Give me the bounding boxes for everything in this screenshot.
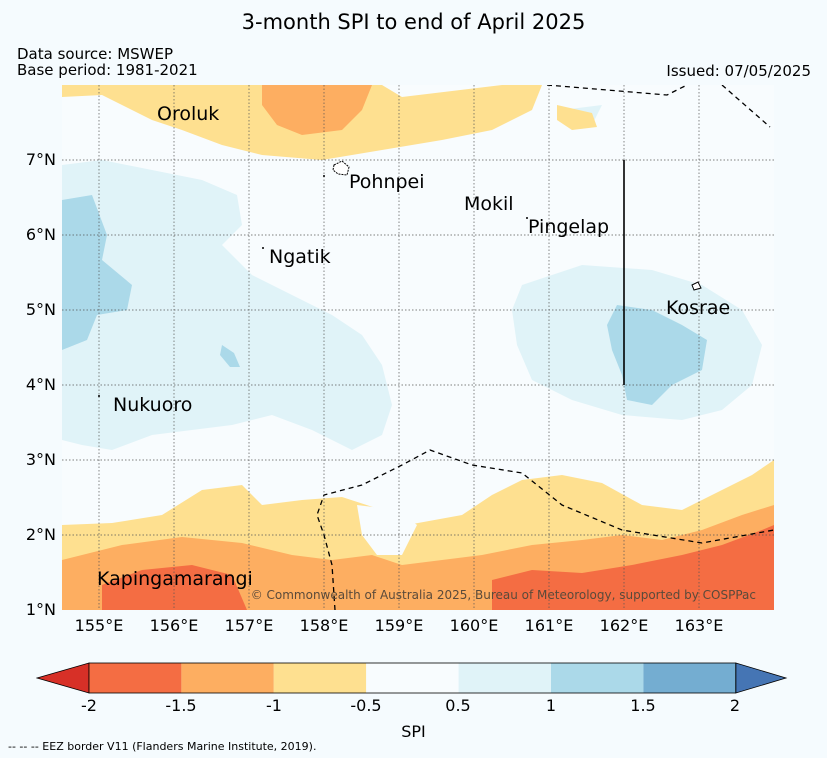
pohnpei-island — [332, 160, 350, 176]
place-label-nukuoro: Nukuoro — [113, 394, 193, 416]
spi-patch-blue-small — [220, 345, 240, 367]
spi-band-light-blue-west — [62, 160, 392, 450]
colorbar-tick-minus-0-5: -0.5 — [350, 696, 382, 715]
colorbar-tick-1-5: 1.5 — [630, 696, 656, 715]
lat-label-7n: 7°N — [25, 150, 56, 169]
lat-label-2n: 2°N — [25, 525, 56, 544]
place-label-mokil: Mokil — [464, 193, 514, 215]
spi-band-white-south — [357, 505, 417, 555]
lon-label-156e: 156°E — [149, 616, 199, 635]
colorbar-segment-2 — [181, 663, 274, 693]
ant-atoll-dot — [323, 175, 325, 177]
place-label-oroluk: Oroluk — [157, 103, 220, 125]
spi-patch-blue-west — [62, 195, 132, 350]
base-period: Base period: 1981-2021 — [17, 61, 198, 79]
colorbar-tick-1: 1 — [545, 696, 557, 715]
lat-label-3n: 3°N — [25, 450, 56, 469]
ngatik-dot — [262, 247, 264, 249]
colorbar-segment-7 — [643, 663, 736, 693]
colorbar-segment-4 — [366, 663, 459, 693]
eez-border — [316, 85, 774, 610]
colorbar-segment-over — [735, 662, 788, 694]
lat-label-4n: 4°N — [25, 375, 56, 394]
spi-map: Oroluk Pohnpei Mokil Pingelap Ngatik Kos… — [62, 85, 774, 610]
spi-patch-blue-east — [607, 305, 707, 405]
nukuoro-dot — [98, 395, 100, 397]
data-source: Data source: MSWEP — [17, 45, 174, 63]
colorbar-segment-3 — [273, 663, 367, 693]
colorbar-segment-5 — [458, 663, 551, 693]
lon-label-162e: 162°E — [599, 616, 649, 635]
lat-label-6n: 6°N — [25, 225, 56, 244]
colorbar-tick-minus-2: -2 — [81, 696, 97, 715]
pingelap-dot — [526, 217, 528, 219]
colorbar-tick-minus-1-5: -1.5 — [165, 696, 197, 715]
colorbar-segment-1 — [89, 663, 182, 693]
colorbar-tick-0-5: 0.5 — [445, 696, 471, 715]
spi-colorbar — [36, 662, 788, 694]
place-label-pingelap: Pingelap — [528, 216, 610, 238]
colorbar-segment-under — [36, 662, 90, 694]
lon-label-157e: 157°E — [224, 616, 274, 635]
spi-band-red-orange-southeast — [492, 525, 774, 610]
lon-label-158e: 158°E — [299, 616, 349, 635]
map-title: 3-month SPI to end of April 2025 — [241, 10, 586, 34]
spi-band-red-orange-south — [102, 565, 247, 610]
lon-label-159e: 159°E — [374, 616, 424, 635]
eez-legend-note: -- -- -- EEZ border V11 (Flanders Marine… — [8, 740, 317, 753]
place-label-pohnpei: Pohnpei — [349, 171, 425, 193]
place-label-kapingamarangi: Kapingamarangi — [97, 568, 253, 590]
place-label-kosrae: Kosrae — [666, 297, 731, 319]
spi-field — [62, 85, 774, 610]
colorbar-label: SPI — [401, 722, 426, 741]
lat-label-1n: 1°N — [25, 600, 56, 619]
issued-date: Issued: 07/05/2025 — [666, 62, 811, 80]
spi-band-orange-north — [262, 85, 372, 135]
colorbar-segment-6 — [551, 663, 644, 693]
colorbar-tick-2: 2 — [729, 696, 741, 715]
copyright-notice: © Commonwealth of Australia 2025, Bureau… — [250, 588, 756, 602]
lon-label-160e: 160°E — [449, 616, 499, 635]
kosrae-island — [691, 281, 702, 291]
data-source-block: Data source: MSWEP Base period: 1981-202… — [17, 46, 198, 78]
place-label-ngatik: Ngatik — [269, 246, 331, 268]
lat-label-5n: 5°N — [25, 300, 56, 319]
lon-label-163e: 163°E — [674, 616, 724, 635]
spi-patch-yellow-northeast — [557, 105, 597, 130]
lon-label-161e: 161°E — [524, 616, 574, 635]
lon-label-155e: 155°E — [74, 616, 124, 635]
colorbar-tick-minus-1: -1 — [266, 696, 282, 715]
